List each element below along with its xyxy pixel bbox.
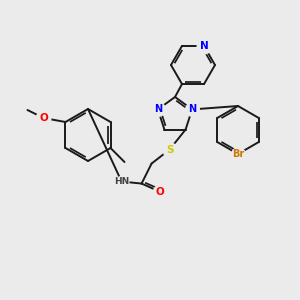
Text: N: N bbox=[200, 41, 208, 51]
Text: O: O bbox=[39, 113, 48, 123]
Text: Br: Br bbox=[232, 149, 244, 159]
Text: N: N bbox=[188, 104, 196, 114]
Text: S: S bbox=[166, 145, 173, 154]
Text: O: O bbox=[155, 187, 164, 196]
Text: N: N bbox=[154, 104, 162, 114]
Text: HN: HN bbox=[114, 177, 129, 186]
